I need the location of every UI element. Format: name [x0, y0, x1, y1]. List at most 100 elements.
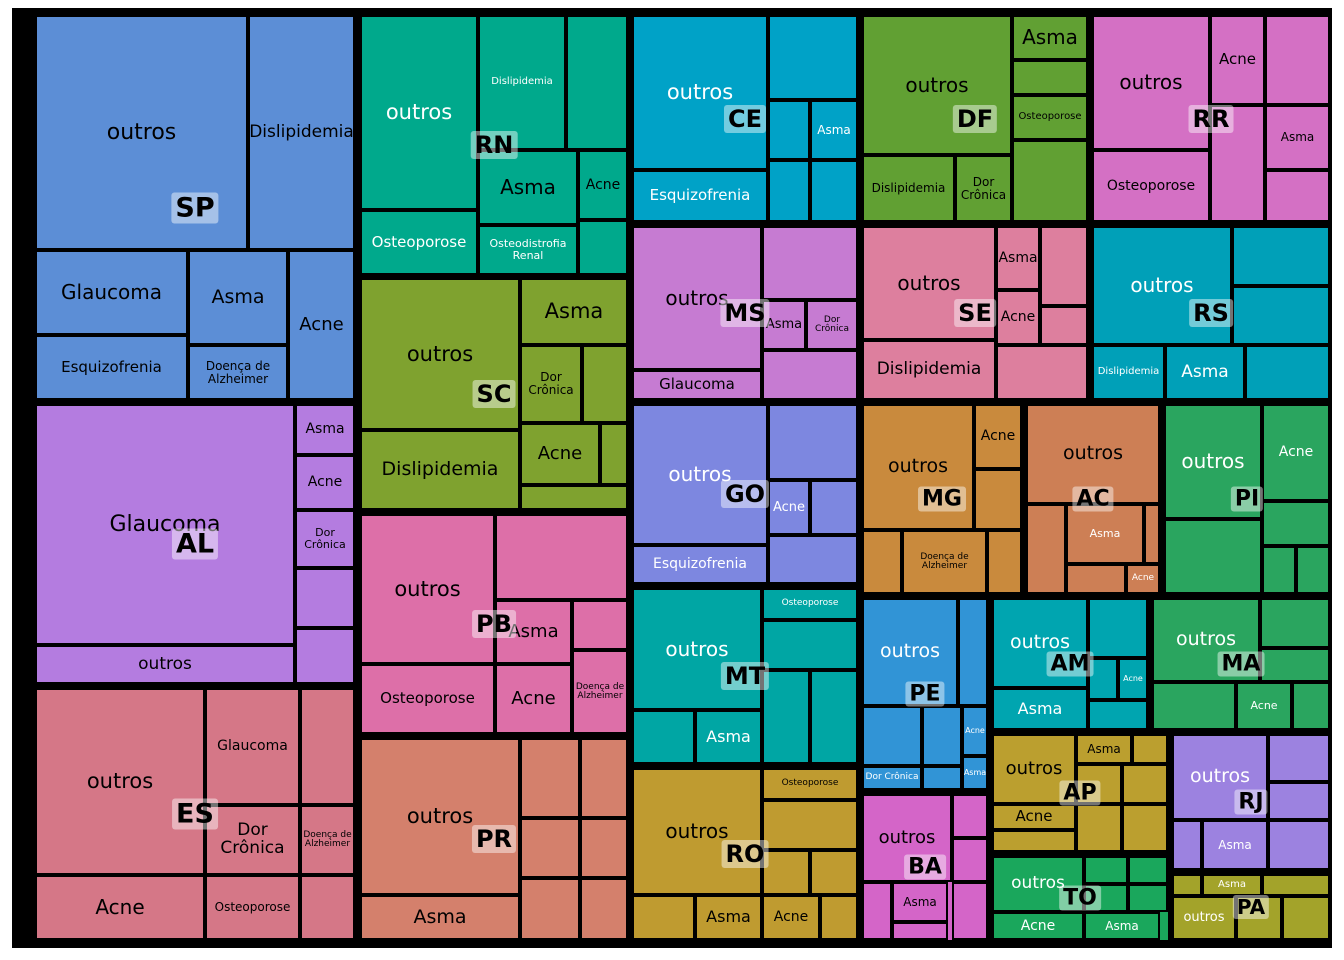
treemap-cell-acne: Acne [295, 455, 355, 510]
treemap-cell-dislipidemia: Dislipidemia [862, 340, 996, 400]
treemap-cell-unlabeled [566, 15, 628, 150]
treemap-group-RN: outros Osteoporose Dislipidemia Asma Acne Ost… [360, 15, 628, 275]
treemap-cell-unlabeled [1088, 658, 1118, 700]
treemap-group-label: PB [472, 610, 516, 638]
cell-label: outros [86, 769, 154, 794]
treemap-cell-unlabeled [1132, 734, 1168, 764]
treemap-group-PA: Asma outros PA [1172, 874, 1330, 940]
treemap-group-PE: outros Acne Dor Crônica Asma PE [862, 598, 988, 790]
treemap-group-AM: outros Acne Asma AM [992, 598, 1148, 730]
treemap-cell-asma: Asma [695, 710, 762, 764]
treemap-cell-dislipidemia: Dislipidemia [478, 15, 566, 150]
treemap-cell-outros: outros [632, 588, 762, 710]
treemap-cell-dor-cr-nica: Dor Crônica [295, 510, 355, 568]
treemap-cell-unlabeled [862, 706, 922, 766]
treemap-cell-asma: Asma [1084, 912, 1160, 940]
cell-label: Doença de Alzheimer [205, 358, 271, 386]
treemap-cell-unlabeled [1260, 648, 1330, 682]
treemap-group-label: AM [1046, 651, 1094, 677]
treemap-group-CE: outros Esquizofrenia Asma CE [632, 15, 858, 222]
treemap-cell-unlabeled [952, 882, 988, 940]
treemap-cell-unlabeled [952, 794, 988, 838]
cell-label: Asma [1105, 918, 1139, 933]
cell-label: Acne [1131, 573, 1155, 584]
treemap-group-MA: outros Acne MA [1152, 598, 1330, 730]
cell-label: outros [106, 119, 177, 145]
treemap-cell-outros: outros [360, 514, 495, 664]
treemap-cell-unlabeled [1128, 884, 1168, 912]
treemap-cell-osteodistrofia-renal: Osteodistrofia Renal [478, 225, 578, 275]
treemap-cell-unlabeled [1262, 546, 1296, 594]
treemap-cell-asma: Asma [1202, 820, 1268, 870]
cell-label: Acne [1219, 50, 1256, 69]
treemap-cell-asma: Asma [295, 404, 355, 455]
cell-label: Asma [1087, 741, 1121, 756]
cell-label: outros [665, 819, 729, 843]
cell-label: outros [1183, 910, 1225, 926]
treemap-cell-unlabeled [768, 535, 858, 584]
cell-label: Dislipidemia [876, 359, 982, 380]
treemap-cell-asma: Asma [810, 100, 858, 160]
treemap-cell-unlabeled [862, 530, 902, 594]
treemap-cell-unlabeled [582, 345, 628, 423]
treemap-cell-outros: outros [360, 15, 478, 210]
treemap-group-label: SP [171, 192, 219, 223]
treemap-cell-unlabeled [768, 100, 810, 160]
cell-label: Acne [1250, 699, 1278, 713]
treemap-cell-unlabeled [952, 838, 988, 882]
cell-label: Asma [998, 249, 1038, 266]
treemap-cell-outros: outros [35, 645, 295, 684]
treemap-cell-unlabeled [495, 514, 628, 600]
cell-label: Dislipidemia [871, 181, 946, 196]
treemap-cell-esquizofrenia: Esquizofrenia [35, 335, 188, 400]
cell-label: outros [1011, 873, 1065, 894]
treemap-group-label: RJ [1234, 789, 1268, 815]
cell-label: Osteoporose [380, 689, 475, 708]
cell-label: outros [394, 576, 461, 601]
treemap-cell-acne: Acne [578, 150, 628, 220]
treemap-group-TO: outros Acne Asma TO [992, 856, 1168, 940]
treemap-group-PR: outros Asma PR [360, 738, 628, 940]
treemap-group-AP: outros Asma Acne AP [992, 734, 1168, 852]
treemap-group-SP: outros Dislipidemia Glaucoma Asma Acne Esquiz… [35, 15, 355, 400]
treemap-cell-unlabeled [862, 882, 892, 940]
treemap-group-label: ES [172, 798, 218, 830]
treemap-cell-unlabeled [1232, 226, 1330, 286]
treemap-cell-asma: Asma [360, 895, 520, 940]
cell-label: outros [406, 341, 474, 366]
treemap-group-label: AP [1059, 780, 1101, 806]
treemap-cell-unlabeled [1282, 896, 1330, 940]
treemap-cell-dislipidemia: Dislipidemia [248, 15, 355, 250]
treemap-cell-unlabeled [1122, 804, 1168, 852]
cell-label: Asma [508, 620, 559, 642]
cell-label: Asma [1218, 837, 1252, 852]
cell-label: Acne [773, 909, 809, 926]
treemap-group-label: SC [472, 380, 516, 408]
treemap-cell-acne: Acne [495, 664, 572, 734]
treemap-group-label: MA [1217, 651, 1265, 677]
treemap-cell-unlabeled [300, 688, 355, 805]
cell-label: outros [887, 455, 949, 478]
treemap-group-label: RN [470, 131, 518, 159]
treemap-cell-acne: Acne [1262, 404, 1330, 501]
cell-label: Acne [95, 895, 145, 919]
cell-label: Dor Crônica [960, 174, 1007, 202]
treemap-cell-unlabeled [1084, 884, 1128, 912]
cell-label: outros [1009, 631, 1071, 654]
treemap-cell-unlabeled [1144, 504, 1160, 564]
treemap-cell-asma: Asma [996, 226, 1040, 290]
treemap-group-RS: outros Dislipidemia Asma RS [1092, 226, 1330, 400]
cell-label: outros [1005, 757, 1063, 779]
treemap-cell-unlabeled [572, 600, 628, 650]
cell-label: Doença de Alzheimer [303, 829, 352, 849]
treemap-cell-unlabeled [580, 818, 628, 878]
treemap-cell-unlabeled [300, 875, 355, 940]
treemap-cell-asma: Asma [1265, 105, 1330, 170]
treemap-group-RO: outros Osteoporose Asma Acne RO [632, 768, 858, 940]
treemap-cell-acne: Acne [288, 250, 355, 400]
treemap-cell-unlabeled [810, 160, 858, 222]
treemap-cell-unlabeled [1152, 682, 1236, 730]
treemap-cell-outros: outros [360, 738, 520, 895]
treemap-group-label: CE [723, 104, 767, 133]
cell-label: Asma [963, 767, 987, 777]
